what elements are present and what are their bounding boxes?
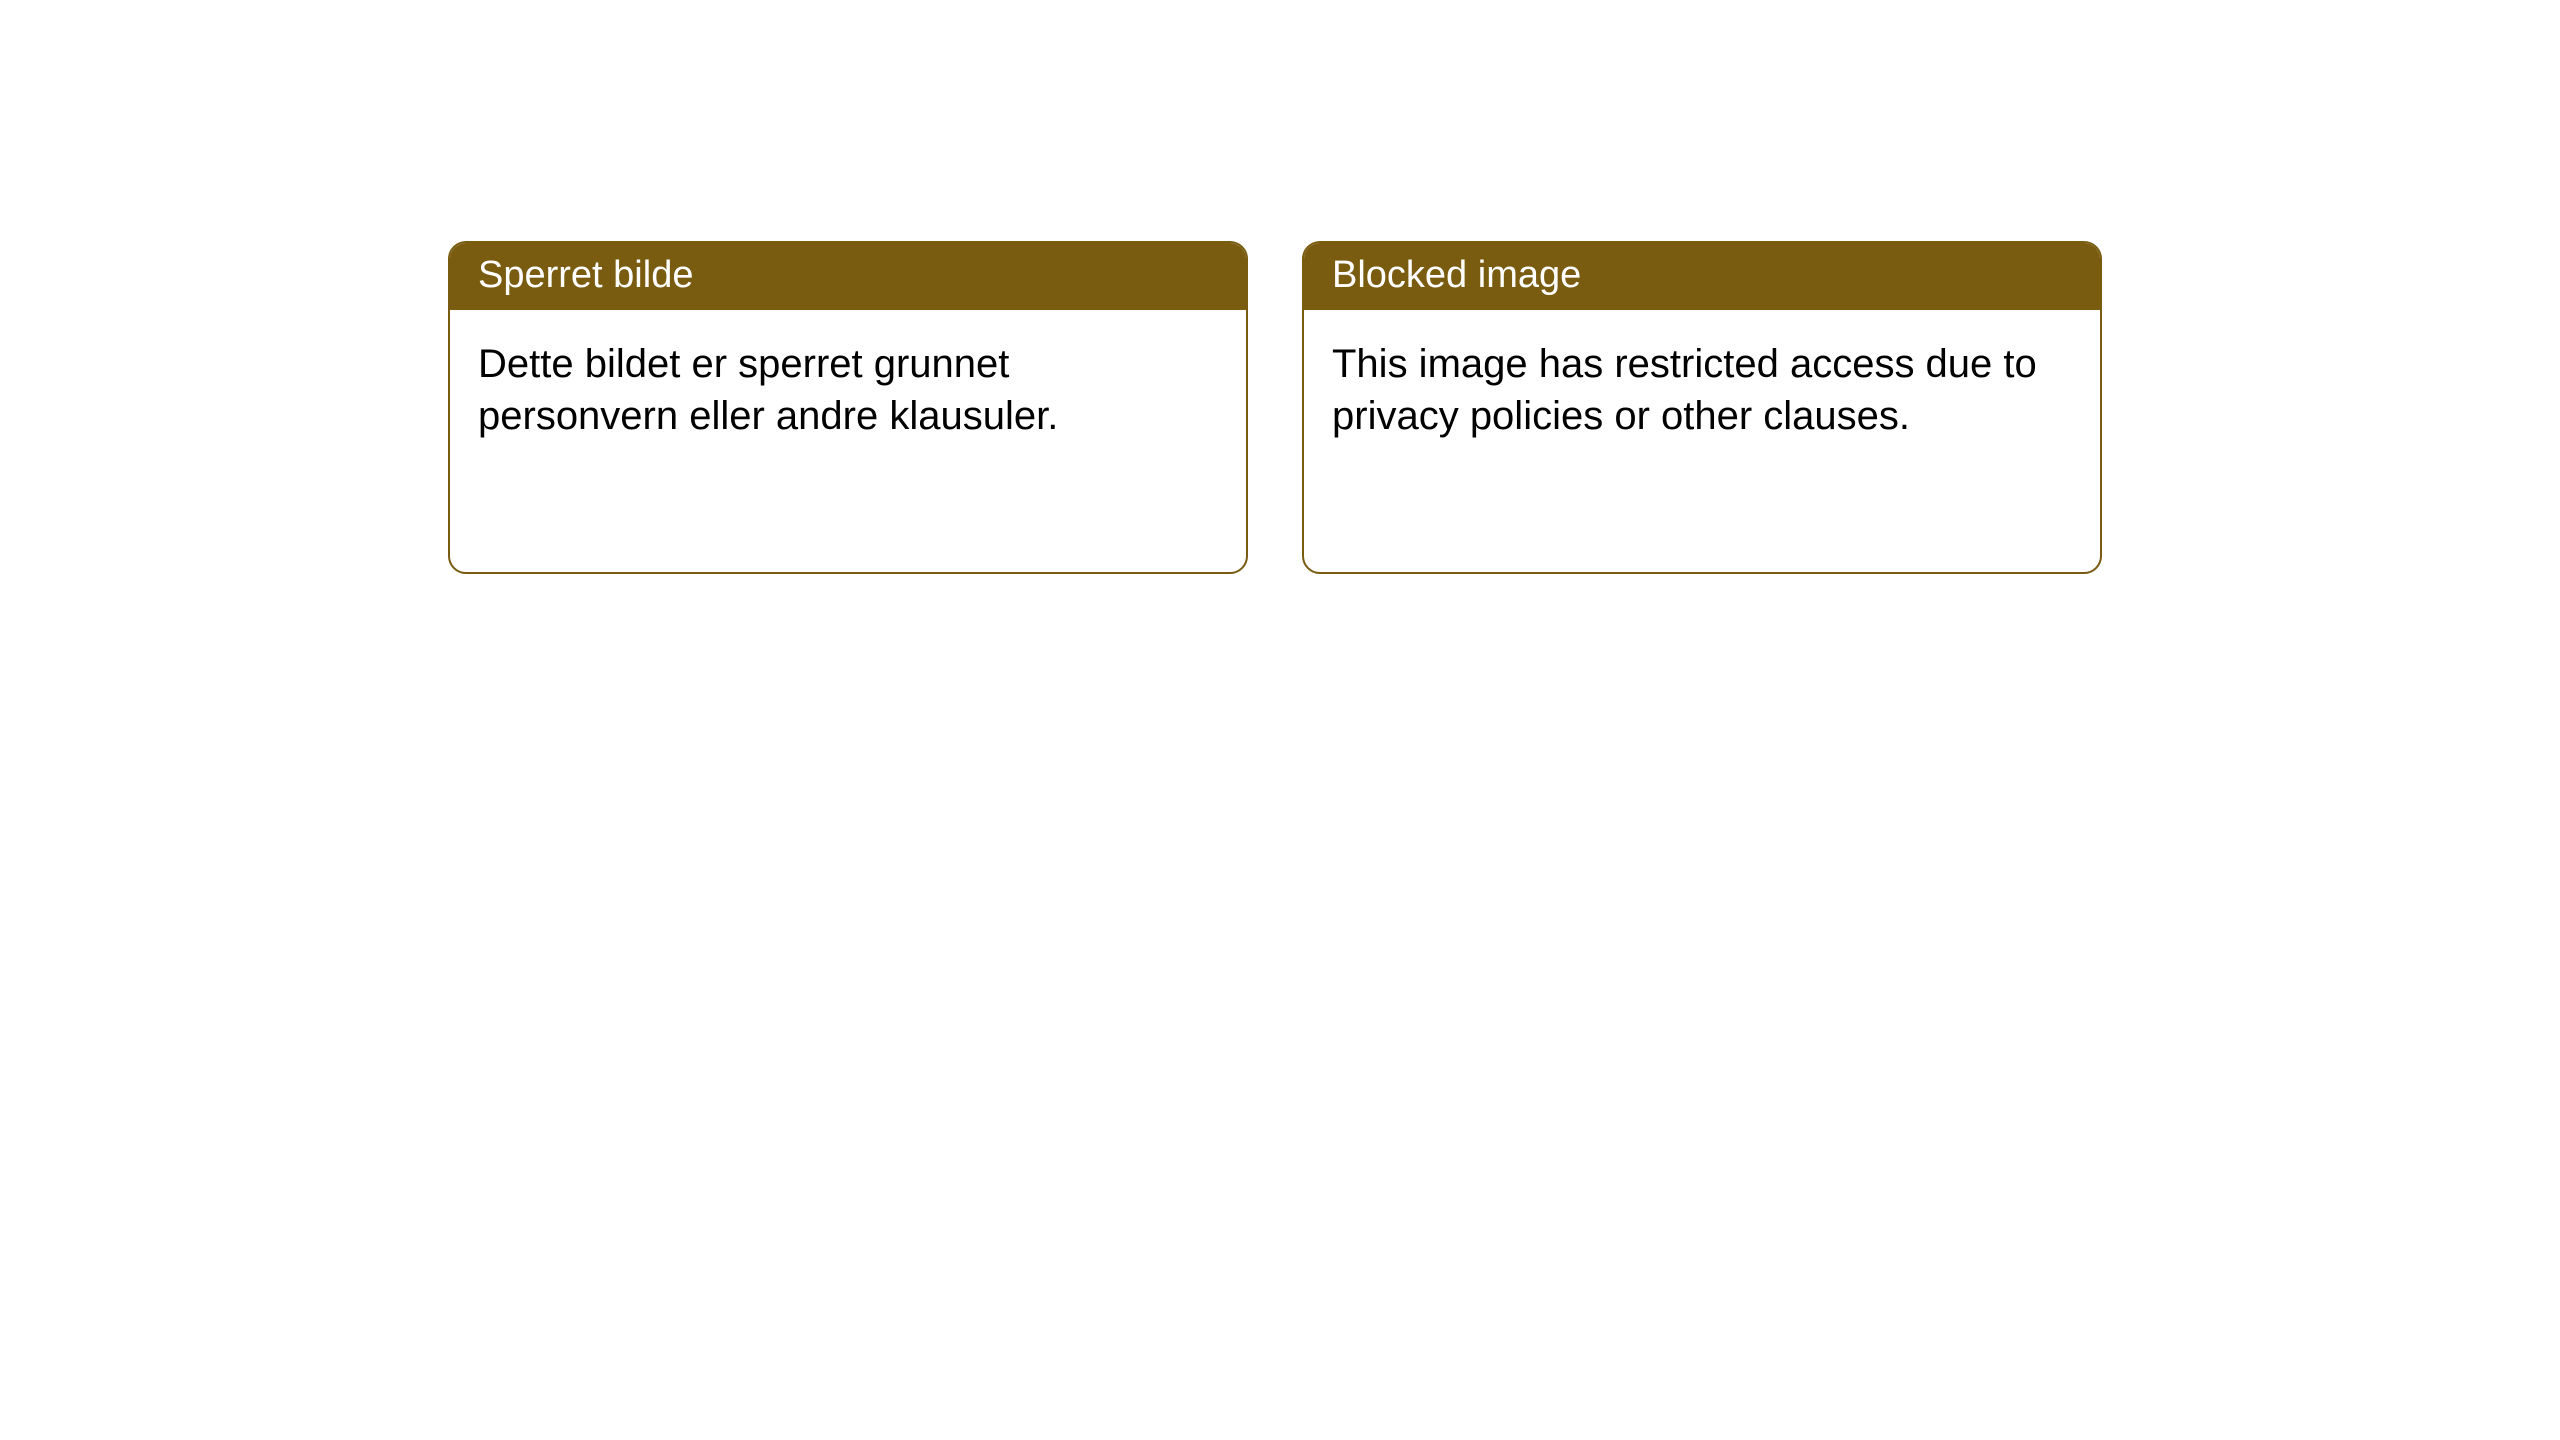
notice-title: Sperret bilde <box>478 254 693 296</box>
notice-card-english: Blocked image This image has restricted … <box>1302 241 2102 574</box>
notice-body: Dette bildet er sperret grunnet personve… <box>450 310 1246 470</box>
notice-header: Blocked image <box>1304 243 2100 310</box>
notice-body-text: This image has restricted access due to … <box>1332 342 2037 438</box>
notice-container: Sperret bilde Dette bildet er sperret gr… <box>0 0 2560 574</box>
notice-header: Sperret bilde <box>450 243 1246 310</box>
notice-title: Blocked image <box>1332 254 1581 296</box>
notice-body: This image has restricted access due to … <box>1304 310 2100 470</box>
notice-card-norwegian: Sperret bilde Dette bildet er sperret gr… <box>448 241 1248 574</box>
notice-body-text: Dette bildet er sperret grunnet personve… <box>478 342 1058 438</box>
